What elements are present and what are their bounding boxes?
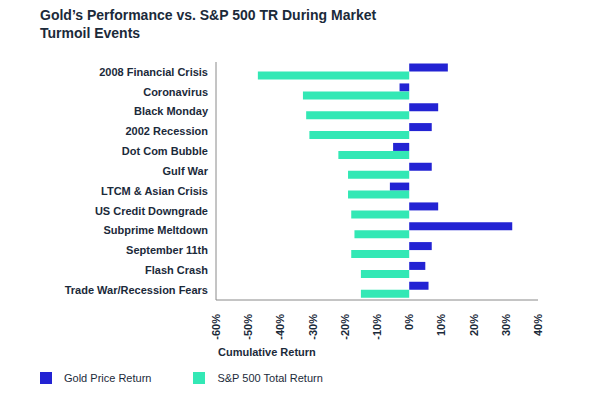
svg-text:LTCM & Asian Crisis: LTCM & Asian Crisis [101, 185, 208, 197]
svg-text:-40%: -40% [274, 314, 286, 340]
svg-text:0%: 0% [403, 314, 415, 330]
svg-text:September 11th: September 11th [126, 244, 208, 256]
svg-text:-50%: -50% [242, 314, 254, 340]
html-text:S&P 500 Total Return: S&P 500 Total Return [217, 372, 323, 384]
svg-text:US Credit Downgrade: US Credit Downgrade [95, 205, 208, 217]
html-text:Gold Price Return: Gold Price Return [64, 372, 152, 384]
svg-text:Trade War/Recession Fears: Trade War/Recession Fears [65, 284, 208, 296]
svg-text:10%: 10% [435, 314, 447, 336]
svg-text:Coronavirus: Coronavirus [143, 86, 208, 98]
svg-text:2008 Financial Crisis: 2008 Financial Crisis [99, 66, 208, 78]
svg-text:Gulf War: Gulf War [163, 165, 209, 177]
svg-text:-10%: -10% [371, 314, 383, 340]
svg-text:2002 Recession: 2002 Recession [125, 125, 208, 137]
svg-text:-30%: -30% [307, 314, 319, 340]
svg-text:30%: 30% [500, 314, 512, 336]
svg-text:-60%: -60% [210, 314, 222, 340]
svg-text:Flash Crash: Flash Crash [145, 264, 208, 276]
svg-text:Dot Com Bubble: Dot Com Bubble [122, 145, 208, 157]
svg-text:40%: 40% [532, 314, 544, 336]
svg-text:20%: 20% [468, 314, 480, 336]
svg-text:Black Monday: Black Monday [134, 105, 209, 117]
html-text:Cumulative Return: Cumulative Return [218, 346, 316, 358]
html-text:Gold’s Performance vs. S&P 500: Gold’s Performance vs. S&P 500 TR During… [40, 7, 377, 41]
svg-text:-20%: -20% [339, 314, 351, 340]
svg-text:Subprime Meltdown: Subprime Meltdown [104, 224, 209, 236]
